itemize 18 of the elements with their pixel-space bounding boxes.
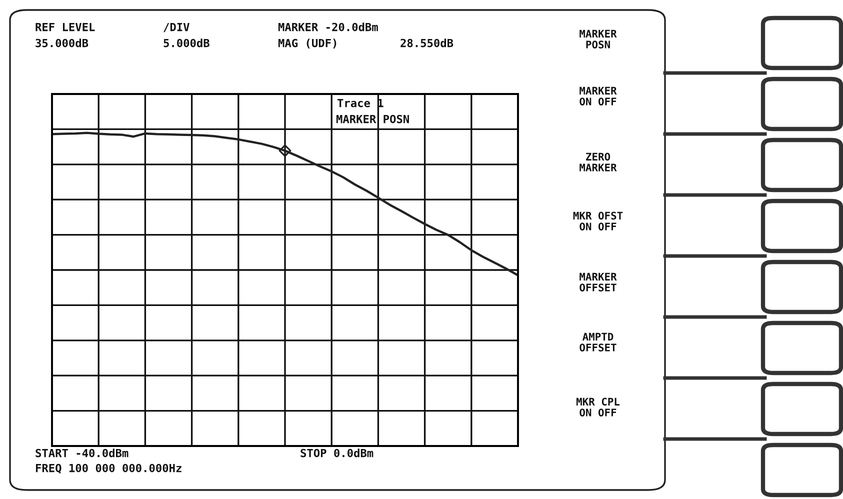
text: FREQ 100 000 000.000Hz [36,464,182,474]
text: AMPTD OFFSET [580,332,616,352]
text: ZERO MARKER [580,152,617,172]
text: 35.000dB [36,38,88,48]
text: 5.000dB [164,38,210,48]
text: REF LEVEL [36,22,95,32]
text: MKR CPL ON OFF [576,398,620,416]
text: MARKER POSN [580,30,617,48]
text: MARKER ON OFF [580,86,617,106]
text: 28.550dB [400,38,454,48]
text: STOP 0.0dBm [300,448,374,458]
text: MAG (UDF) [278,38,336,49]
text: START -40.0dBm [36,448,128,458]
text: MARKER OFFSET [580,272,617,292]
text: MARKER POSN [336,114,409,124]
text: MARKER -20.0dBm [278,22,378,32]
text: /DIV [164,22,190,32]
text: MKR OFST ON OFF [573,212,623,230]
